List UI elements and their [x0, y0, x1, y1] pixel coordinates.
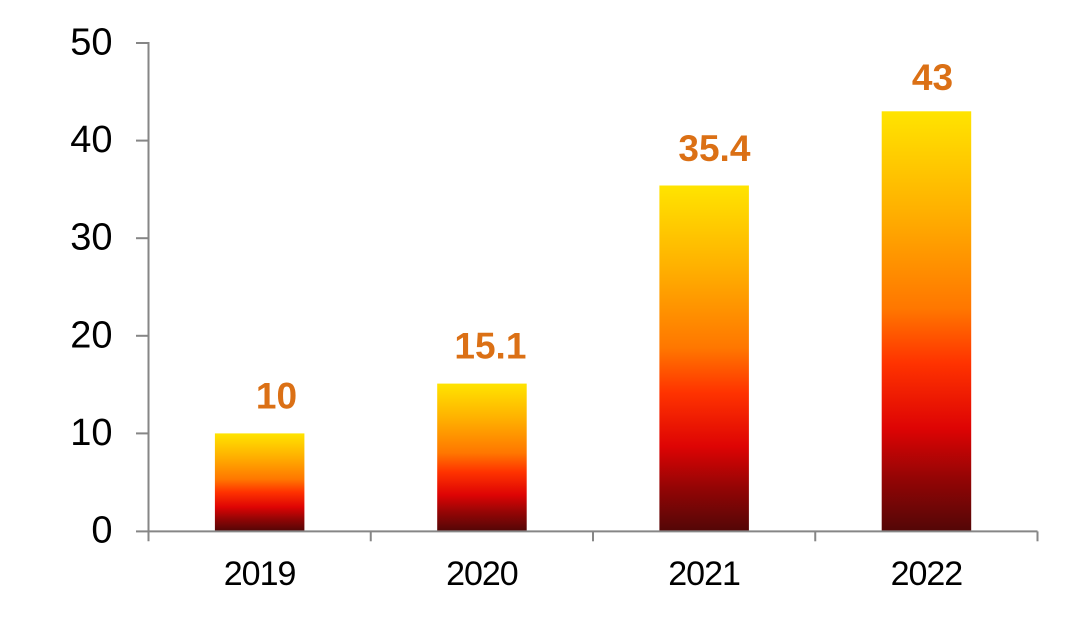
svg-text:35.4: 35.4: [678, 128, 750, 169]
svg-text:2020: 2020: [446, 555, 518, 593]
svg-text:2022: 2022: [891, 555, 963, 593]
svg-text:30: 30: [70, 217, 112, 259]
svg-text:40: 40: [70, 119, 112, 161]
svg-text:2019: 2019: [224, 555, 296, 593]
svg-text:15.1: 15.1: [454, 325, 526, 366]
svg-text:50: 50: [70, 22, 112, 64]
svg-text:2021: 2021: [668, 555, 740, 593]
svg-text:20: 20: [70, 314, 112, 356]
svg-text:43: 43: [912, 57, 953, 98]
svg-text:0: 0: [91, 510, 112, 552]
svg-text:10: 10: [256, 375, 297, 416]
svg-text:10: 10: [70, 412, 112, 454]
